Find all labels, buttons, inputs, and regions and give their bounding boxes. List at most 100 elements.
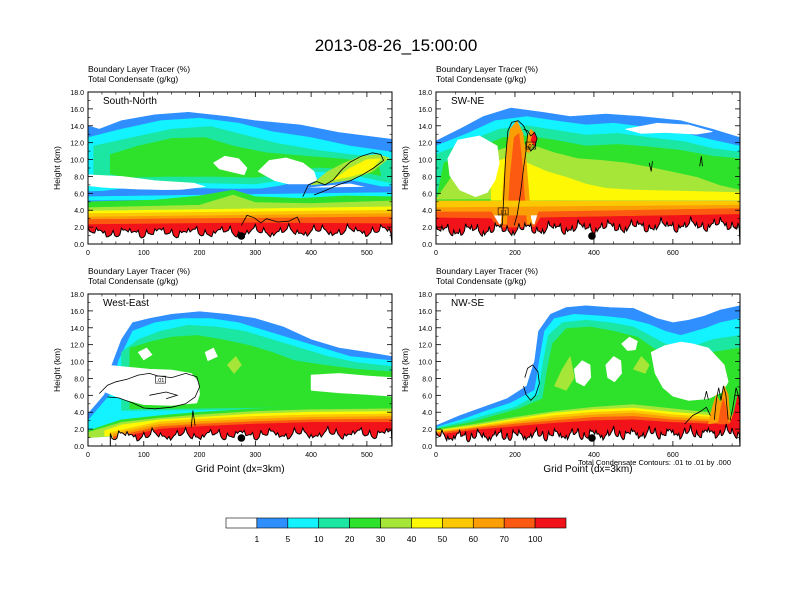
colorbar-swatch-gold — [442, 517, 474, 529]
x-tick-label: 300 — [249, 250, 261, 257]
title-condensate: Total Condensate (g/kg) — [88, 74, 178, 84]
x-tick-label: 400 — [305, 250, 317, 257]
x-tick-label: 200 — [194, 452, 206, 459]
contour-footnote: Total Condensate Contours: .01 to .01 by… — [578, 458, 732, 467]
y-tick-label: 2.0 — [74, 427, 84, 434]
x-axis-label: Grid Point (dx=3km) — [195, 464, 284, 475]
y-tick-label: 0.0 — [422, 444, 432, 451]
panel-sw-ne: .01 .01 SW-NE Boundary Layer Tracer (%)Tota… — [400, 64, 741, 257]
condensate-contour-4 — [704, 391, 709, 400]
y-tick-label: 10.0 — [70, 158, 84, 165]
shade-white-5 — [213, 155, 248, 176]
title-condensate: Total Condensate (g/kg) — [436, 74, 526, 84]
x-tick-label: 400 — [305, 452, 317, 459]
y-tick-label: 8.0 — [422, 376, 432, 383]
y-tick-label: 10.0 — [70, 360, 84, 367]
colorbar-swatch-lime — [380, 517, 412, 529]
condensate-contour-0 — [523, 364, 540, 402]
contour-label-0: .01 — [157, 378, 165, 384]
colorbar-swatch-green — [349, 517, 381, 529]
y-tick-label: 18.0 — [418, 90, 432, 97]
terrain — [109, 425, 392, 446]
colorbar-swatch-cyan — [287, 517, 320, 529]
x-tick-label: 0 — [86, 452, 90, 459]
y-tick-label: 12.0 — [70, 343, 84, 350]
plot-area — [88, 92, 392, 244]
x-tick-label: 200 — [194, 250, 206, 257]
colorbar-label: 1 — [255, 534, 260, 544]
y-axis-label: Height (km) — [52, 146, 62, 190]
shade-white-6 — [605, 356, 622, 383]
condensate-contour-1 — [684, 406, 711, 425]
shade-green-3 — [110, 137, 382, 178]
condensate-contour-1 — [149, 391, 179, 400]
condensate-contour-2 — [648, 161, 653, 172]
y-tick-label: 18.0 — [70, 90, 84, 97]
x-tick-label: 200 — [509, 452, 521, 459]
shade-white-6 — [257, 157, 317, 185]
title-tracer: Boundary Layer Tracer (%) — [436, 64, 538, 74]
x-tick-label: 500 — [361, 452, 373, 459]
condensate-contour-3 — [729, 387, 740, 421]
panel-label: SW-NE — [451, 96, 484, 107]
y-tick-label: 4.0 — [74, 208, 84, 215]
title-condensate: Total Condensate (g/kg) — [436, 276, 526, 286]
x-tick-label: 300 — [249, 452, 261, 459]
shade-white-4 — [650, 341, 729, 401]
condensate-contour-2 — [190, 410, 196, 428]
y-tick-label: 0.0 — [74, 444, 84, 451]
y-tick-label: 6.0 — [422, 191, 432, 198]
colorbar-swatch-white — [225, 517, 258, 529]
contour-label-box-0 — [155, 375, 166, 384]
colorbar-swatch-redorange — [503, 517, 536, 529]
x-tick-label: 0 — [434, 452, 438, 459]
plot-area: .01 .01 — [436, 92, 740, 244]
y-tick-label: 18.0 — [418, 292, 432, 299]
colorbar-label: 10 — [314, 534, 324, 544]
x-tick-label: 200 — [509, 250, 521, 257]
y-tick-label: 16.0 — [70, 107, 84, 114]
colorbar-label: 50 — [438, 534, 448, 544]
colorbar: 1 5 10 20 30 40 50 60 70 100 — [225, 517, 567, 544]
colorbar-label: 70 — [499, 534, 509, 544]
x-tick-label: 600 — [667, 452, 679, 459]
y-tick-label: 6.0 — [422, 393, 432, 400]
y-tick-label: 14.0 — [418, 326, 432, 333]
y-tick-label: 8.0 — [74, 376, 84, 383]
shade-white-8 — [625, 122, 713, 135]
y-tick-label: 6.0 — [74, 191, 84, 198]
shade-yellow-8 — [333, 158, 382, 181]
y-tick-label: 6.0 — [74, 393, 84, 400]
x-tick-label: 600 — [667, 250, 679, 257]
y-tick-label: 16.0 — [418, 309, 432, 316]
x-tick-label: 400 — [588, 250, 600, 257]
x-tick-label: 100 — [138, 250, 150, 257]
y-tick-label: 0.0 — [422, 242, 432, 249]
y-tick-label: 12.0 — [418, 141, 432, 148]
plot-area — [436, 294, 740, 446]
terrain — [436, 216, 740, 244]
panel-south-north: South-North Boundary Layer Tracer (%)Tota… — [52, 64, 393, 257]
shade-white-7 — [204, 347, 218, 361]
y-tick-label: 12.0 — [418, 343, 432, 350]
shade-white-7 — [621, 336, 638, 351]
colorbar-swatch-aqua — [318, 517, 350, 529]
condensate-contour-2 — [713, 385, 729, 420]
shade-white-4 — [88, 174, 206, 191]
colorbar-swatch-orange — [472, 517, 505, 529]
contour-label-box-1 — [497, 207, 509, 216]
colorbar-label: 100 — [528, 534, 542, 544]
y-tick-label: 4.0 — [422, 208, 432, 215]
colorbar-label: 5 — [285, 534, 290, 544]
location-marker — [237, 232, 246, 240]
contour-label-box-0 — [525, 141, 537, 150]
y-tick-label: 16.0 — [418, 107, 432, 114]
colorbar-label: 40 — [407, 534, 417, 544]
panel-west-east: .01 West-East Boundary Layer Tracer (%)Tot… — [52, 266, 393, 475]
figure-title: 2013-08-26_15:00:00 — [315, 36, 478, 55]
y-tick-label: 16.0 — [70, 309, 84, 316]
colorbar-label: 30 — [376, 534, 386, 544]
y-axis-label: Height (km) — [52, 348, 62, 392]
